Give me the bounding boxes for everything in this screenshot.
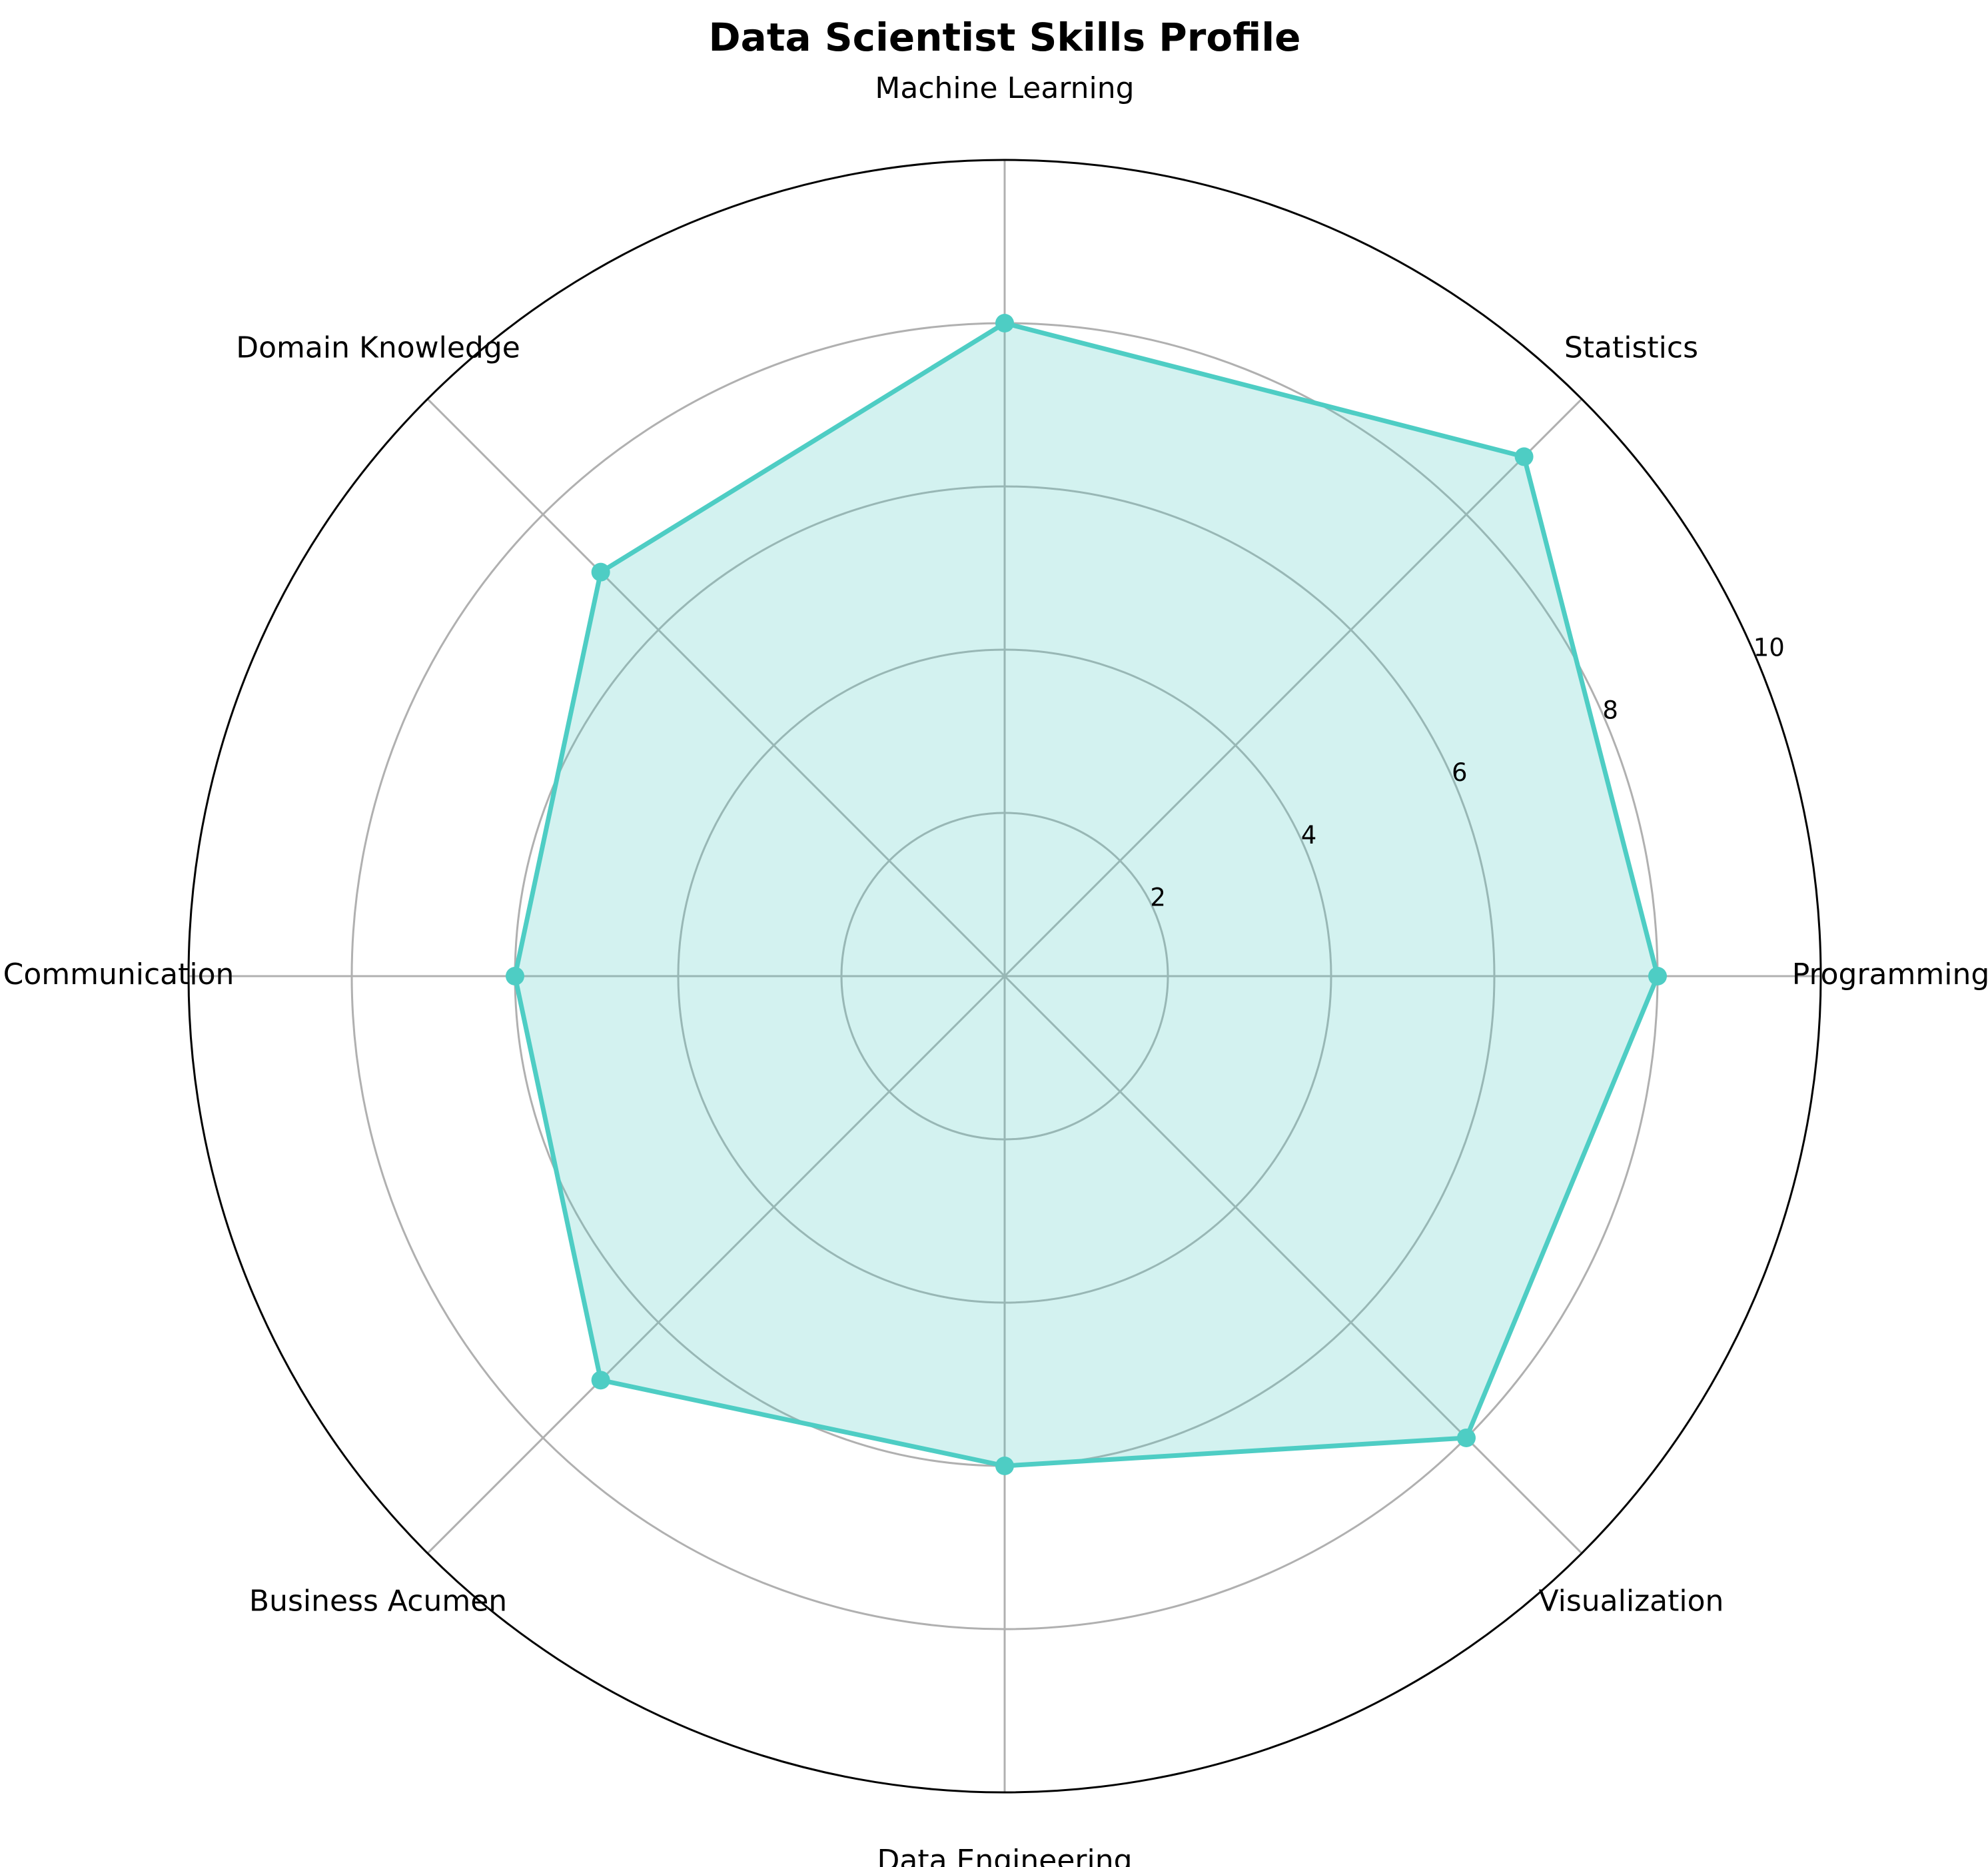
data-point — [995, 314, 1014, 332]
category-label: Programming — [1792, 957, 1988, 991]
category-label: Visualization — [1538, 1584, 1724, 1618]
data-point — [591, 1371, 610, 1390]
data-point — [995, 1457, 1014, 1475]
data-point — [591, 562, 610, 582]
category-label-layer: Programming Statistics Machine Learning Dom… — [3, 71, 1988, 1867]
outer-frame-circle — [187, 159, 1822, 1794]
radial-tick-label: 10 — [1753, 634, 1785, 662]
data-point — [1456, 1428, 1476, 1447]
radial-tick-label: 6 — [1452, 758, 1468, 787]
category-label: Domain Knowledge — [236, 331, 520, 365]
data-point — [506, 967, 524, 985]
category-label: Communication — [3, 957, 235, 991]
spoke-line — [426, 975, 1006, 1555]
spoke-line — [1003, 398, 1583, 977]
spoke-line — [1003, 975, 1583, 1555]
radial-tick-label: 8 — [1602, 696, 1618, 724]
grid-layer — [187, 159, 1822, 1794]
category-label: Machine Learning — [875, 71, 1134, 105]
category-label: Data Engineering — [877, 1844, 1132, 1867]
radial-tick-label: 2 — [1150, 884, 1166, 912]
data-area-layer — [512, 320, 1660, 1469]
data-point-layer — [506, 314, 1667, 1475]
data-point — [1648, 967, 1667, 985]
data-fill-area — [515, 323, 1658, 1466]
radial-tick-label: 4 — [1301, 821, 1317, 850]
spoke-line — [426, 398, 1006, 977]
data-point — [1514, 447, 1534, 466]
chart-title: Data Scientist Skills Profile — [708, 15, 1301, 60]
category-label: Statistics — [1564, 331, 1698, 365]
category-label: Business Acumen — [249, 1584, 507, 1618]
radial-tick-layer: 2 4 6 8 10 — [1150, 634, 1784, 912]
